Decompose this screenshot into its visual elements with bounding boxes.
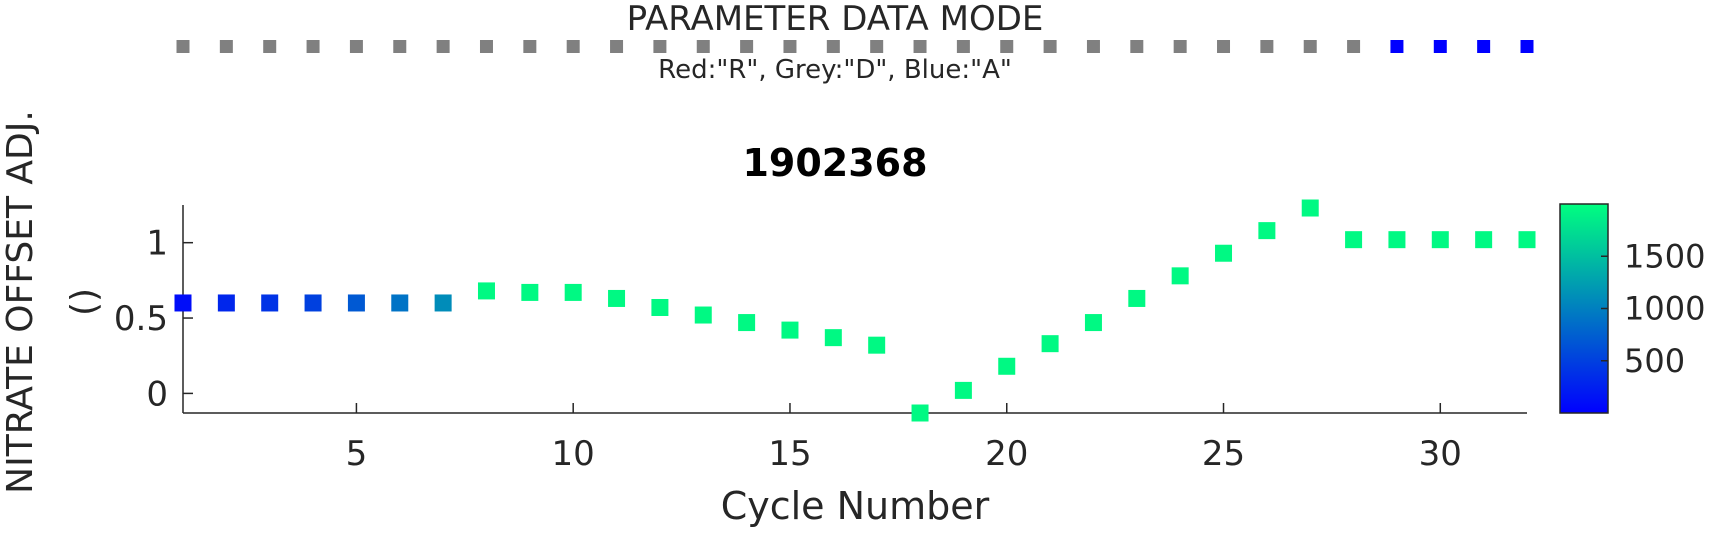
y-tick-label: 0 [146, 374, 168, 414]
x-tick-label: 10 [552, 434, 595, 474]
data-point [261, 294, 279, 312]
mode-strip-legend: Red:"R", Grey:"D", Blue:"A" [658, 55, 1012, 85]
data-point [911, 404, 929, 422]
data-point [174, 294, 192, 312]
data-point [1345, 231, 1363, 249]
colorbar-tick-label: 1500 [1624, 237, 1705, 275]
data-point [608, 289, 626, 307]
data-point [347, 294, 365, 312]
colorbar-tick-label: 500 [1624, 342, 1685, 380]
mode-marker [913, 40, 927, 53]
x-tick-label: 25 [1202, 434, 1245, 474]
mode-marker [523, 40, 537, 53]
mode-marker [263, 40, 277, 53]
data-point [738, 314, 756, 332]
data-point [868, 336, 886, 354]
mode-marker [306, 40, 320, 53]
y-axis-label-line-2: () [64, 288, 105, 316]
y-tick-label: 0.5 [114, 299, 168, 339]
data-point [391, 294, 409, 312]
mode-marker [1043, 40, 1057, 53]
data-point [217, 294, 235, 312]
mode-marker [1303, 40, 1317, 53]
colorbar-gradient [1559, 203, 1609, 414]
x-tick-label: 20 [985, 434, 1028, 474]
data-point [477, 282, 495, 300]
colorbar-tick-label: 1000 [1624, 290, 1705, 328]
data-point [304, 294, 322, 312]
data-point [1301, 199, 1319, 217]
data-point [521, 283, 539, 301]
mode-marker [610, 40, 624, 53]
data-point [1171, 267, 1189, 285]
mode-strip: PARAMETER DATA MODE Red:"R", Grey:"D", B… [176, 0, 1534, 85]
mode-marker [653, 40, 667, 53]
y-axis-label-line-1: NITRATE OFFSET ADJ. [0, 110, 41, 494]
y-tick-label: 1 [146, 224, 168, 264]
mode-marker [1260, 40, 1274, 53]
data-point [1388, 231, 1406, 249]
mode-marker [349, 40, 363, 53]
mode-marker [1433, 40, 1447, 53]
data-point [1128, 289, 1146, 307]
data-point [1518, 231, 1536, 249]
mode-marker [1000, 40, 1014, 53]
data-point [434, 294, 452, 312]
mode-marker [826, 40, 840, 53]
data-point [954, 381, 972, 399]
mode-marker [393, 40, 407, 53]
mode-marker [219, 40, 233, 53]
x-axis-label: Cycle Number [721, 484, 990, 528]
x-tick-label: 15 [768, 434, 811, 474]
data-point [564, 283, 582, 301]
data-point [1431, 231, 1449, 249]
mode-marker [783, 40, 797, 53]
mode-marker [176, 40, 190, 53]
mode-marker [1347, 40, 1361, 53]
mode-markers [176, 40, 1534, 53]
mode-marker [436, 40, 450, 53]
colorbar-ticks: 500 1000 1500 [1601, 237, 1705, 380]
mode-marker [566, 40, 580, 53]
mode-marker [1130, 40, 1144, 53]
data-point [781, 321, 799, 339]
scatter-chart: 1902368 5 10 15 20 25 30 00.51 Cycle Number N… [0, 110, 1536, 528]
data-point [824, 329, 842, 347]
mode-marker [1086, 40, 1100, 53]
colorbar: 500 1000 1500 [1559, 203, 1705, 414]
data-point [651, 298, 669, 316]
x-tick-label: 30 [1419, 434, 1462, 474]
mode-marker [956, 40, 970, 53]
data-point [998, 357, 1016, 375]
data-point [1258, 222, 1276, 240]
data-point [1041, 335, 1059, 353]
mode-marker [1217, 40, 1231, 53]
mode-marker [1477, 40, 1491, 53]
data-point [694, 306, 712, 324]
data-point [1475, 231, 1493, 249]
mode-marker [870, 40, 884, 53]
y-ticks: 00.51 [114, 224, 193, 414]
mode-marker [1173, 40, 1187, 53]
x-ticks: 5 10 15 20 25 30 [346, 403, 1462, 474]
mode-marker [696, 40, 710, 53]
data-points [174, 199, 1536, 422]
mode-marker [479, 40, 493, 53]
mode-strip-title: PARAMETER DATA MODE [627, 0, 1044, 39]
axes [182, 205, 1527, 414]
mode-marker [1390, 40, 1404, 53]
y-axis-label-group: NITRATE OFFSET ADJ. () [0, 110, 105, 494]
mode-marker [1520, 40, 1534, 53]
chart-title: 1902368 [742, 141, 927, 185]
data-point [1215, 244, 1233, 262]
data-point [1084, 314, 1102, 332]
x-tick-label: 5 [346, 434, 368, 474]
mode-marker [740, 40, 754, 53]
